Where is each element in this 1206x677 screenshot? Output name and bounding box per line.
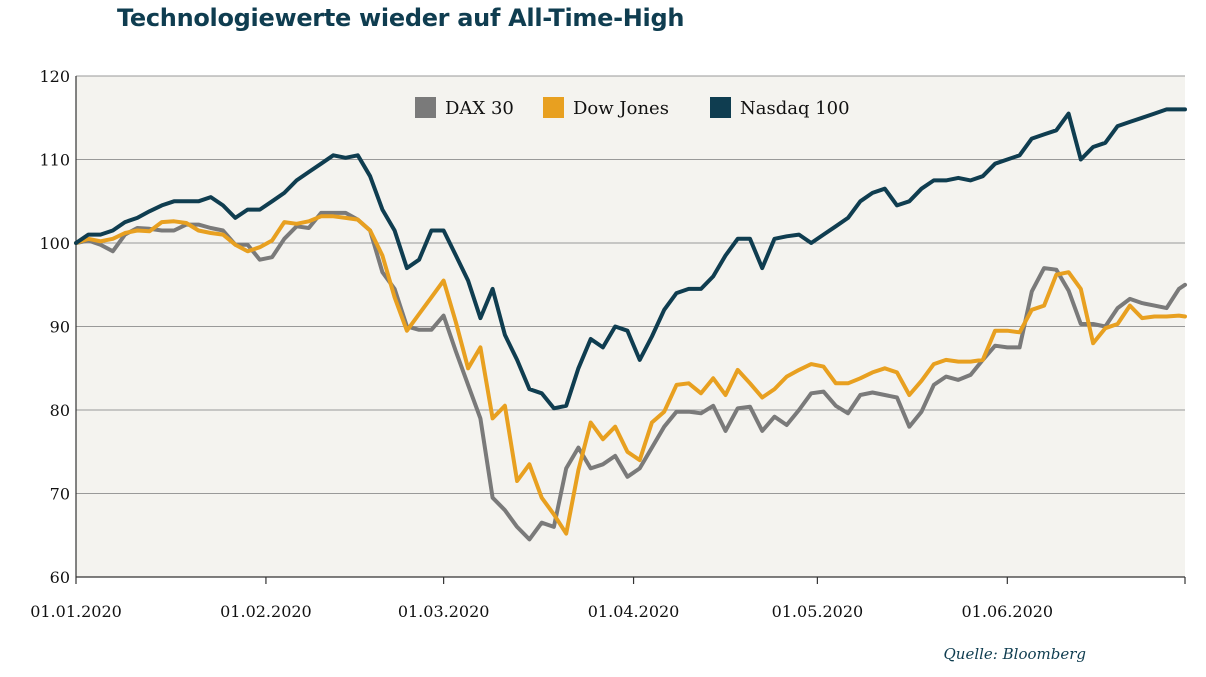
y-tick-label-90: 90	[50, 318, 70, 337]
x-tick-label-0: 01.01.2020	[30, 602, 122, 621]
legend: DAX 30 Dow Jones Nasdaq 100	[415, 97, 850, 119]
legend-swatch-dow	[543, 97, 564, 118]
y-tick-label-80: 80	[50, 401, 70, 420]
x-tick-label-2: 01.03.2020	[398, 602, 490, 621]
legend-swatch-nasdaq	[710, 97, 731, 118]
y-tick-label-100: 100	[39, 234, 70, 253]
axes	[75, 76, 1186, 584]
y-tick-label-110: 110	[39, 151, 70, 170]
series-line-nasdaq	[74, 107, 1187, 411]
y-axis-labels: 60 70 80 90 100 110 120	[39, 67, 70, 587]
x-tick-label-5: 01.06.2020	[962, 602, 1054, 621]
chart-title: Technologiewerte wieder auf All-Time-Hig…	[117, 4, 685, 32]
series-line-dow	[74, 214, 1187, 536]
y-tick-label-60: 60	[50, 568, 70, 587]
gridlines	[76, 75, 1185, 494]
y-tick-label-120: 120	[39, 67, 70, 86]
legend-label-nasdaq: Nasdaq 100	[740, 98, 850, 119]
series-lines	[74, 107, 1187, 542]
legend-label-dow: Dow Jones	[573, 98, 669, 119]
x-axis-labels: 01.01.2020 01.02.2020 01.03.2020 01.04.2020…	[30, 602, 1053, 621]
x-tick-label-1: 01.02.2020	[220, 602, 312, 621]
legend-label-dax: DAX 30	[445, 98, 514, 119]
x-tick-label-4: 01.05.2020	[772, 602, 864, 621]
legend-swatch-dax	[415, 97, 436, 118]
y-tick-label-70: 70	[50, 485, 70, 504]
source-note: Quelle: Bloomberg	[943, 645, 1087, 663]
x-tick-label-3: 01.04.2020	[588, 602, 680, 621]
series-line-dax	[74, 210, 1187, 542]
